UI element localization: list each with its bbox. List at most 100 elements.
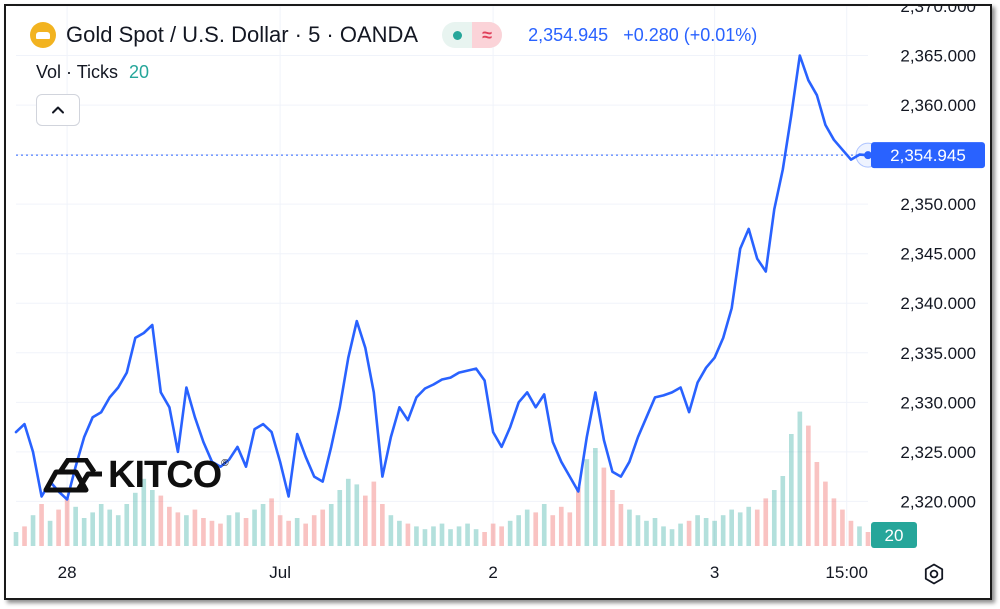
volume-bar [584,459,590,546]
volume-bar [490,523,496,546]
volume-bar [132,492,138,546]
volume-bar [218,523,223,546]
volume-bar [439,523,445,546]
volume-bar [397,520,402,546]
last-price-badge-label: 2,354.945 [890,146,966,165]
price-change: +0.280 (+0.01%) [623,24,758,45]
volume-bar [473,529,479,546]
volume-bar [328,504,334,546]
y-tick-label: 2,340.000 [900,294,976,313]
volume-bar [175,512,181,546]
volume-bar [354,484,360,546]
volume-bar [635,515,641,546]
y-tick-label: 2,350.000 [900,195,976,214]
chart-settings-button[interactable] [921,561,947,587]
volume-bar [550,515,556,546]
volume-bar [576,487,581,546]
symbol-header: Gold Spot / U.S. Dollar · 5 · OANDA ≈ 2,… [30,20,757,50]
chevron-up-icon [52,106,64,114]
volume-bar [337,490,343,546]
y-tick-label: 2,345.000 [900,245,976,264]
volume-bar [47,520,53,546]
volume-bar [661,526,666,546]
volume-bar [737,512,743,546]
volume-bar [115,515,121,546]
volume-bar [541,504,547,546]
gold-bar-icon[interactable] [30,22,56,48]
volume-bar [192,509,198,546]
volume-bar [39,504,44,546]
volume-bar [150,490,155,546]
price-chart[interactable]: 2,320.000 2,325.000 2,330.000 2,335.000 2,34… [6,6,992,600]
volume-bar [141,478,147,546]
volume-bar [260,504,266,546]
volume-bar [22,526,27,546]
volume-bar [823,481,828,546]
volume-bar [865,532,871,546]
volume-bar [98,504,104,546]
data-delay-icon: ≈ [472,22,503,48]
volume-bar [345,478,351,546]
volume-bar [797,411,803,546]
volume-bar [303,523,308,546]
volume-bar [789,434,794,546]
volume-bar [209,520,215,546]
volume-bar [158,495,164,546]
x-tick-label: 3 [710,563,719,582]
volume-bar [627,509,632,546]
volume-bar [243,518,249,546]
chart-frame: 2,320.000 2,325.000 2,330.000 2,335.000 2,34… [4,4,992,600]
collapse-legend-button[interactable] [36,94,80,126]
volume-bar [422,529,428,546]
volume-bar [831,498,837,546]
volume-bar [601,467,607,546]
market-status-pill[interactable]: ≈ [442,22,503,48]
volume-bar [678,523,683,546]
symbol-title[interactable]: Gold Spot / U.S. Dollar · 5 · OANDA [66,22,419,47]
volume-badge[interactable] [871,522,917,548]
volume-bar [30,515,36,546]
volume-bar [771,490,777,546]
volume-legend[interactable]: Vol · Ticks 20 [36,62,149,83]
volume-bar [610,490,615,546]
last-price-badge[interactable] [871,142,985,169]
volume-bar [746,506,752,546]
volume-bar [558,506,564,546]
volume-bar [533,512,539,546]
volume-bar [814,462,820,546]
volume-bar [363,495,368,546]
volume-bar [507,520,513,546]
volume-bar [806,425,811,546]
price-line[interactable] [14,54,870,501]
x-tick-label: 15:00 [825,563,868,582]
volume-bar [388,515,394,546]
volume-bar [465,523,470,546]
volume-bar [618,504,624,546]
volume-bar [644,520,649,546]
volume-bar [167,506,172,546]
volume-badge-label: 20 [885,526,904,545]
volume-bar [252,509,257,546]
volume-bar [13,532,19,546]
x-tick-label: 2 [488,563,497,582]
last-price: 2,354.945 [528,24,609,45]
y-tick-label: 2,335.000 [900,344,976,363]
y-tick-label: 2,360.000 [900,96,976,115]
volume-bar [516,515,521,546]
volume-bar [857,526,862,546]
volume-bar [90,512,95,546]
volume-bar [754,509,760,546]
volume-bar [729,509,734,546]
volume-bar [652,518,658,546]
volume-bar [695,515,700,546]
volume-bar [456,526,462,546]
quote: 2,354.945 +0.280 (+0.01%) [528,25,757,46]
volume-bar [235,512,240,546]
volume-bar [107,509,113,546]
volume-bar [286,520,291,546]
kitco-logo-mark [43,457,102,492]
volume-bar [431,526,436,546]
x-tick-label: 28 [58,563,77,582]
volume-bar [380,504,385,546]
y-tick-label: 2,325.000 [900,443,976,462]
